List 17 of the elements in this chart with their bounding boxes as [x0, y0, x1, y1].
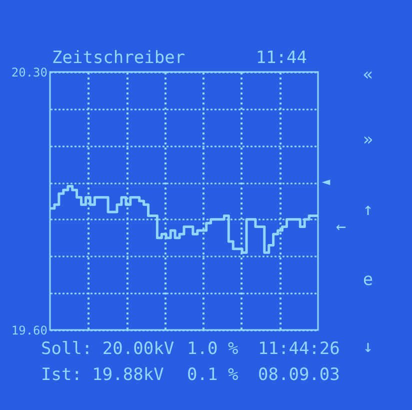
text: Ist: 19.88kV — [41, 365, 164, 385]
text: ← — [336, 217, 346, 237]
text: Soll: 20.00kV — [41, 339, 174, 359]
text: ↓ — [362, 337, 374, 357]
chart-subtitle: 11:44 — [256, 48, 307, 68]
text: « — [362, 65, 374, 85]
text: 11:44:26 — [258, 339, 340, 359]
text: ↑ — [362, 200, 374, 220]
text: » — [362, 130, 374, 150]
y-tick-label: 20.30 — [11, 66, 48, 80]
text: e — [362, 270, 374, 290]
text: 08.09.03 — [258, 365, 340, 385]
text: 0.1 % — [187, 365, 238, 385]
chart-title: Zeitschreiber — [52, 48, 186, 68]
text: 1.0 % — [187, 339, 238, 359]
text: ◄ — [322, 174, 331, 190]
y-tick-label: 19.60 — [11, 324, 48, 338]
